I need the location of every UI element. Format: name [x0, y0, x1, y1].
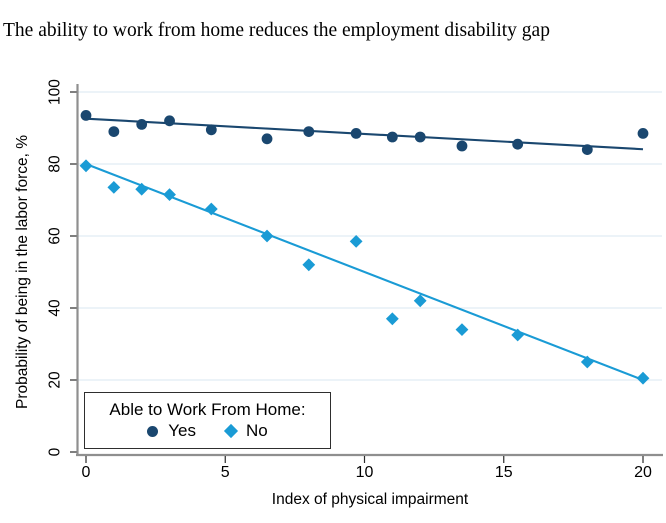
y-tick-label: 100	[47, 79, 64, 105]
y-tick-label: 80	[47, 155, 64, 173]
x-tick-label: 15	[495, 464, 513, 481]
scatter-point-no	[455, 323, 469, 336]
scatter-point-no	[511, 328, 525, 342]
y-tick-label: 0	[47, 447, 64, 456]
scatter-point-yes	[164, 115, 175, 127]
scatter-point-no	[135, 182, 149, 196]
legend-items: Yes No	[147, 421, 268, 441]
scatter-point-no	[260, 229, 274, 243]
scatter-point-yes	[581, 144, 593, 156]
scatter-point-yes	[303, 126, 315, 137]
trend-line-yes	[85, 117, 644, 151]
scatter-point-yes	[261, 133, 273, 145]
scatter-point-yes	[512, 138, 524, 150]
scatter-point-no	[163, 188, 176, 201]
legend-box: Able to Work From Home: Yes No	[84, 392, 331, 449]
x-tick-label: 5	[221, 464, 230, 481]
scatter-point-no	[349, 235, 363, 248]
trend-line-no	[85, 163, 644, 381]
y-tick-label: 60	[47, 227, 64, 245]
scatter-point-yes	[136, 119, 148, 130]
scatter-point-no	[580, 355, 594, 369]
scatter-point-no	[204, 202, 218, 216]
scatter-point-yes	[637, 127, 649, 139]
scatter-point-yes	[414, 131, 426, 143]
circle-marker-icon	[147, 425, 159, 437]
legend-title: Able to Work From Home:	[109, 399, 306, 419]
scatter-point-no	[636, 371, 650, 385]
x-tick-label: 20	[634, 464, 652, 481]
y-tick-label: 20	[47, 371, 64, 389]
scatter-point-yes	[80, 110, 92, 121]
scatter-point-no	[79, 159, 93, 173]
scatter-point-yes	[108, 126, 120, 137]
y-tick-label: 40	[47, 299, 64, 317]
scatter-point-yes	[205, 124, 217, 136]
scatter-point-no	[413, 294, 427, 308]
scatter-point-no	[107, 181, 121, 194]
legend-label-no: No	[246, 421, 268, 441]
x-tick-label: 0	[82, 464, 91, 481]
scatter-point-yes	[350, 127, 362, 139]
chart-title: The ability to work from home reduces th…	[3, 20, 550, 41]
scatter-point-yes	[456, 140, 468, 152]
legend-item-no: No	[223, 421, 268, 441]
diamond-marker-icon	[223, 424, 239, 439]
x-tick-label: 10	[356, 464, 374, 481]
x-axis-title: Index of physical impairment	[271, 491, 469, 508]
legend-item-yes: Yes	[147, 421, 196, 441]
scatter-point-no	[302, 258, 316, 272]
scatter-point-no	[385, 312, 399, 326]
legend-label-yes: Yes	[168, 421, 196, 441]
scatter-point-yes	[386, 131, 398, 143]
